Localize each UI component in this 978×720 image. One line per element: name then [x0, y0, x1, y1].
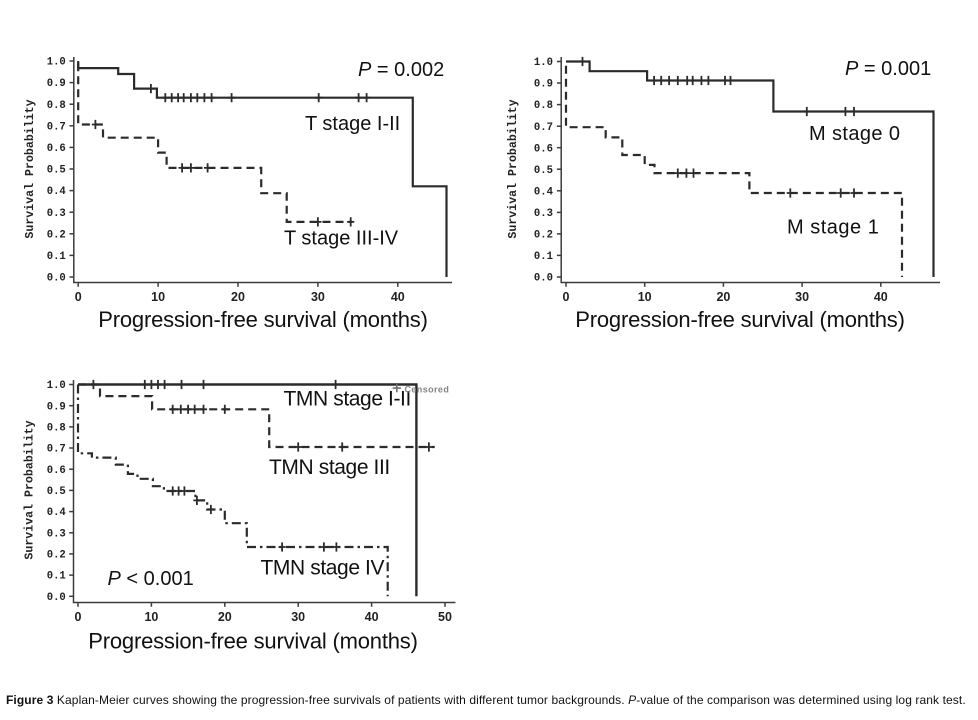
svg-text:0.4: 0.4 [534, 186, 554, 198]
svg-text:Progression-free survival (mon: Progression-free survival (months) [575, 307, 904, 332]
svg-text:0.5: 0.5 [534, 165, 553, 177]
svg-text:20: 20 [716, 290, 730, 304]
svg-text:0.6: 0.6 [47, 465, 66, 477]
svg-text:Censored: Censored [405, 385, 450, 395]
svg-text:0.1: 0.1 [534, 251, 553, 263]
svg-text:Progression-free survival (mon: Progression-free survival (months) [98, 307, 427, 332]
svg-text:P = 0.002: P = 0.002 [358, 59, 444, 81]
svg-text:0.2: 0.2 [47, 550, 66, 562]
svg-text:Figure 3 Kaplan-Meier curves s: Figure 3 Kaplan-Meier curves showing the… [6, 693, 966, 707]
svg-text:0: 0 [563, 290, 570, 304]
svg-text:0.7: 0.7 [534, 122, 553, 134]
svg-text:0.0: 0.0 [534, 273, 553, 285]
svg-text:0.7: 0.7 [47, 444, 66, 456]
svg-text:TMN stage IV: TMN stage IV [261, 557, 385, 580]
svg-text:20: 20 [231, 290, 245, 304]
svg-text:Survival Probability: Survival Probability [24, 420, 37, 559]
svg-text:20: 20 [218, 610, 232, 624]
svg-text:T stage III-IV: T stage III-IV [284, 228, 399, 250]
svg-text:1.0: 1.0 [47, 57, 66, 69]
svg-text:Survival Probability: Survival Probability [507, 99, 520, 238]
svg-text:0.3: 0.3 [47, 208, 66, 220]
svg-text:10: 10 [638, 290, 652, 304]
svg-text:0.9: 0.9 [534, 79, 553, 91]
svg-text:0.9: 0.9 [47, 78, 66, 90]
svg-text:0: 0 [75, 610, 82, 624]
svg-text:0.4: 0.4 [47, 507, 67, 519]
svg-text:0.4: 0.4 [47, 186, 67, 198]
svg-text:50: 50 [438, 610, 452, 624]
svg-text:P < 0.001: P < 0.001 [108, 568, 194, 590]
svg-text:0.6: 0.6 [47, 143, 66, 155]
svg-text:0.8: 0.8 [534, 100, 553, 112]
svg-text:0.2: 0.2 [534, 230, 553, 242]
svg-text:10: 10 [144, 610, 158, 624]
svg-text:0.2: 0.2 [47, 229, 66, 241]
svg-text:40: 40 [874, 290, 888, 304]
svg-text:0.6: 0.6 [534, 143, 553, 155]
svg-text:0.1: 0.1 [47, 571, 66, 583]
svg-text:M stage 1: M stage 1 [787, 217, 879, 239]
svg-text:0.3: 0.3 [534, 208, 553, 220]
svg-text:0.8: 0.8 [47, 423, 66, 435]
svg-text:0.8: 0.8 [47, 100, 66, 112]
svg-text:30: 30 [311, 290, 325, 304]
svg-text:30: 30 [291, 610, 305, 624]
svg-text:40: 40 [365, 610, 379, 624]
svg-text:Survival Probability: Survival Probability [24, 99, 37, 238]
svg-text:T stage I-II: T stage I-II [305, 113, 400, 135]
svg-text:M stage 0: M stage 0 [809, 123, 900, 145]
svg-text:0.3: 0.3 [47, 528, 66, 540]
svg-text:0.9: 0.9 [47, 401, 66, 413]
svg-text:0.7: 0.7 [47, 121, 66, 133]
svg-text:Progression-free survival (mon: Progression-free survival (months) [88, 629, 417, 654]
svg-text:TMN stage III: TMN stage III [269, 456, 390, 479]
svg-text:0.0: 0.0 [47, 592, 66, 604]
svg-text:0.0: 0.0 [47, 273, 66, 285]
svg-text:TMN stage I-II: TMN stage I-II [284, 388, 411, 411]
svg-text:1.0: 1.0 [534, 57, 553, 69]
svg-text:0.5: 0.5 [47, 486, 66, 498]
svg-text:30: 30 [795, 290, 809, 304]
svg-text:1.0: 1.0 [47, 380, 66, 392]
svg-text:0: 0 [75, 290, 82, 304]
svg-text:40: 40 [391, 290, 405, 304]
svg-text:P = 0.001: P = 0.001 [845, 58, 931, 80]
svg-text:10: 10 [151, 290, 165, 304]
svg-text:0.1: 0.1 [47, 251, 66, 263]
svg-text:0.5: 0.5 [47, 165, 66, 177]
